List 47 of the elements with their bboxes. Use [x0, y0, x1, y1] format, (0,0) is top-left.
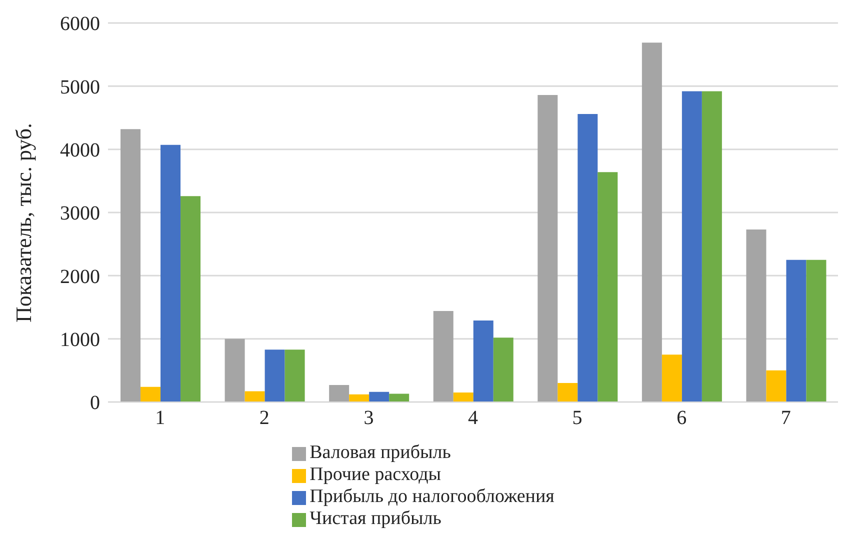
- bar: [558, 383, 578, 402]
- bar: [598, 172, 618, 402]
- bar: [746, 230, 766, 402]
- bar: [702, 91, 722, 402]
- bar: [578, 114, 598, 402]
- bar: [244, 391, 265, 402]
- bar: [682, 91, 702, 402]
- legend-label: Прочие расходы: [310, 464, 442, 485]
- bar: [453, 392, 474, 402]
- bar: [329, 384, 350, 402]
- bar: [493, 338, 514, 402]
- bar: [140, 386, 161, 402]
- x-tick-label: 7: [780, 407, 791, 430]
- bar: [433, 311, 454, 402]
- y-tick-label: 4000: [60, 139, 100, 162]
- x-tick-label: 2: [259, 407, 270, 430]
- bar: [264, 350, 285, 402]
- bar: [284, 350, 305, 402]
- bar: [786, 260, 806, 402]
- y-tick-label: 6000: [60, 13, 100, 36]
- legend-label: Прибыль до налогообложения: [310, 486, 554, 507]
- x-tick-label: 4: [468, 407, 478, 430]
- bar: [806, 260, 826, 402]
- bar: [224, 338, 245, 402]
- bar: [369, 392, 390, 402]
- bar: [160, 144, 181, 402]
- bar: [349, 394, 370, 402]
- bar: [120, 129, 141, 402]
- bar: [662, 354, 682, 402]
- x-tick-label: 5: [572, 407, 582, 430]
- bar: [180, 196, 201, 402]
- bar: [642, 42, 662, 402]
- x-tick-label: 1: [155, 407, 166, 430]
- y-tick-label: 1000: [60, 328, 100, 351]
- x-tick-label: 3: [364, 407, 374, 430]
- bar: [473, 320, 494, 402]
- bar: [538, 95, 558, 402]
- y-tick-label: 0: [90, 392, 100, 414]
- y-tick-label: 2000: [60, 266, 100, 288]
- legend-label: Чистая прибыль: [310, 508, 442, 529]
- bar: [389, 394, 410, 402]
- bar: [766, 370, 786, 402]
- x-tick-label: 6: [676, 407, 687, 430]
- y-tick-label: 3000: [60, 202, 100, 225]
- y-tick-label: 5000: [60, 76, 100, 98]
- y-axis-title: Показатель, тыс. руб.: [10, 122, 36, 322]
- legend-label: Валовая прибыль: [310, 442, 451, 463]
